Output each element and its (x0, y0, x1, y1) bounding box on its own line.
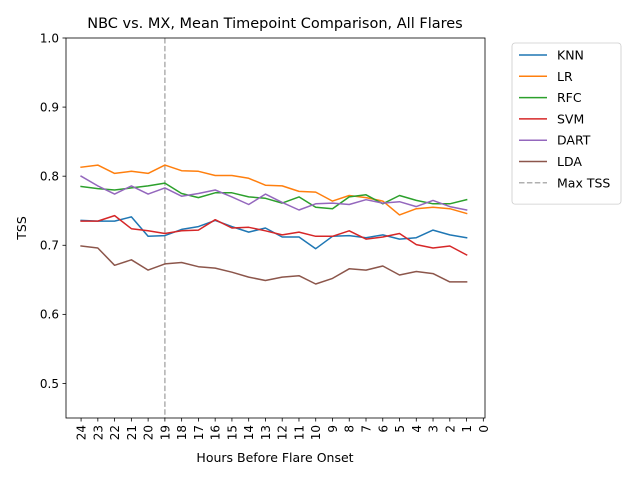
x-tick-label: 8 (343, 425, 357, 433)
x-tick-label: 20 (142, 425, 156, 440)
chart-title: NBC vs. MX, Mean Timepoint Comparison, A… (87, 16, 462, 32)
y-tick-label: 0.9 (40, 100, 59, 114)
x-tick-label: 6 (376, 425, 390, 433)
x-tick-label: 24 (75, 425, 89, 440)
legend-box (511, 42, 622, 205)
legend-label-max-tss: Max TSS (557, 175, 610, 190)
plot-area: 24 23 22 21 20 19 18 17 16 15 14 13 12 11 10 9 8 7 6 5 4 3 2 1 0… (40, 31, 491, 440)
x-axis-label: Hours Before Flare Onset (196, 450, 353, 465)
x-tick-label: 4 (410, 425, 424, 433)
x-tick-label: 18 (175, 425, 189, 440)
x-tick-label: 23 (91, 425, 105, 440)
x-tick-label: 17 (192, 425, 206, 440)
y-tick-label: 0.6 (40, 308, 59, 322)
x-tick-label: 3 (427, 425, 441, 433)
series-line-lr (80, 164, 468, 216)
series-line-svm (80, 214, 468, 256)
x-tick-label: 12 (276, 425, 290, 440)
legend: KNN LR RFC SVM DART LDA Max TSS (511, 42, 622, 205)
y-tick-label: 0.7 (40, 239, 59, 253)
legend-label-knn: KNN (557, 48, 584, 63)
series-line-lda (80, 245, 468, 285)
series-line-rfc (80, 182, 468, 210)
x-tick-label: 0 (477, 425, 491, 433)
x-tick-label: 2 (443, 425, 457, 433)
y-tick-label: 1.0 (40, 31, 59, 45)
y-axis-label: TSS (14, 216, 29, 241)
x-tick-label: 21 (125, 425, 139, 440)
x-tick-label: 15 (225, 425, 239, 440)
x-tick-label: 10 (309, 425, 323, 440)
legend-label-lr: LR (557, 69, 573, 84)
axes-frame (65, 37, 486, 419)
x-tick-label: 14 (242, 425, 256, 440)
x-tick-label: 7 (360, 425, 374, 433)
x-tick-label: 1 (460, 425, 474, 433)
x-tick-label: 11 (292, 425, 306, 440)
legend-label-dart: DART (557, 133, 591, 148)
y-tick-label: 0.8 (40, 169, 59, 183)
legend-label-svm: SVM (557, 111, 584, 126)
x-tick-label: 5 (393, 425, 407, 433)
x-tick-label: 9 (326, 425, 340, 433)
y-tick-label: 0.5 (40, 377, 59, 391)
legend-label-lda: LDA (557, 154, 582, 169)
x-tick-label: 22 (108, 425, 122, 440)
x-tick-label: 16 (209, 425, 223, 440)
legend-label-rfc: RFC (557, 90, 582, 105)
x-tick-label: 13 (259, 425, 273, 440)
x-tick-label: 19 (158, 425, 172, 440)
series-line-dart (80, 175, 468, 211)
